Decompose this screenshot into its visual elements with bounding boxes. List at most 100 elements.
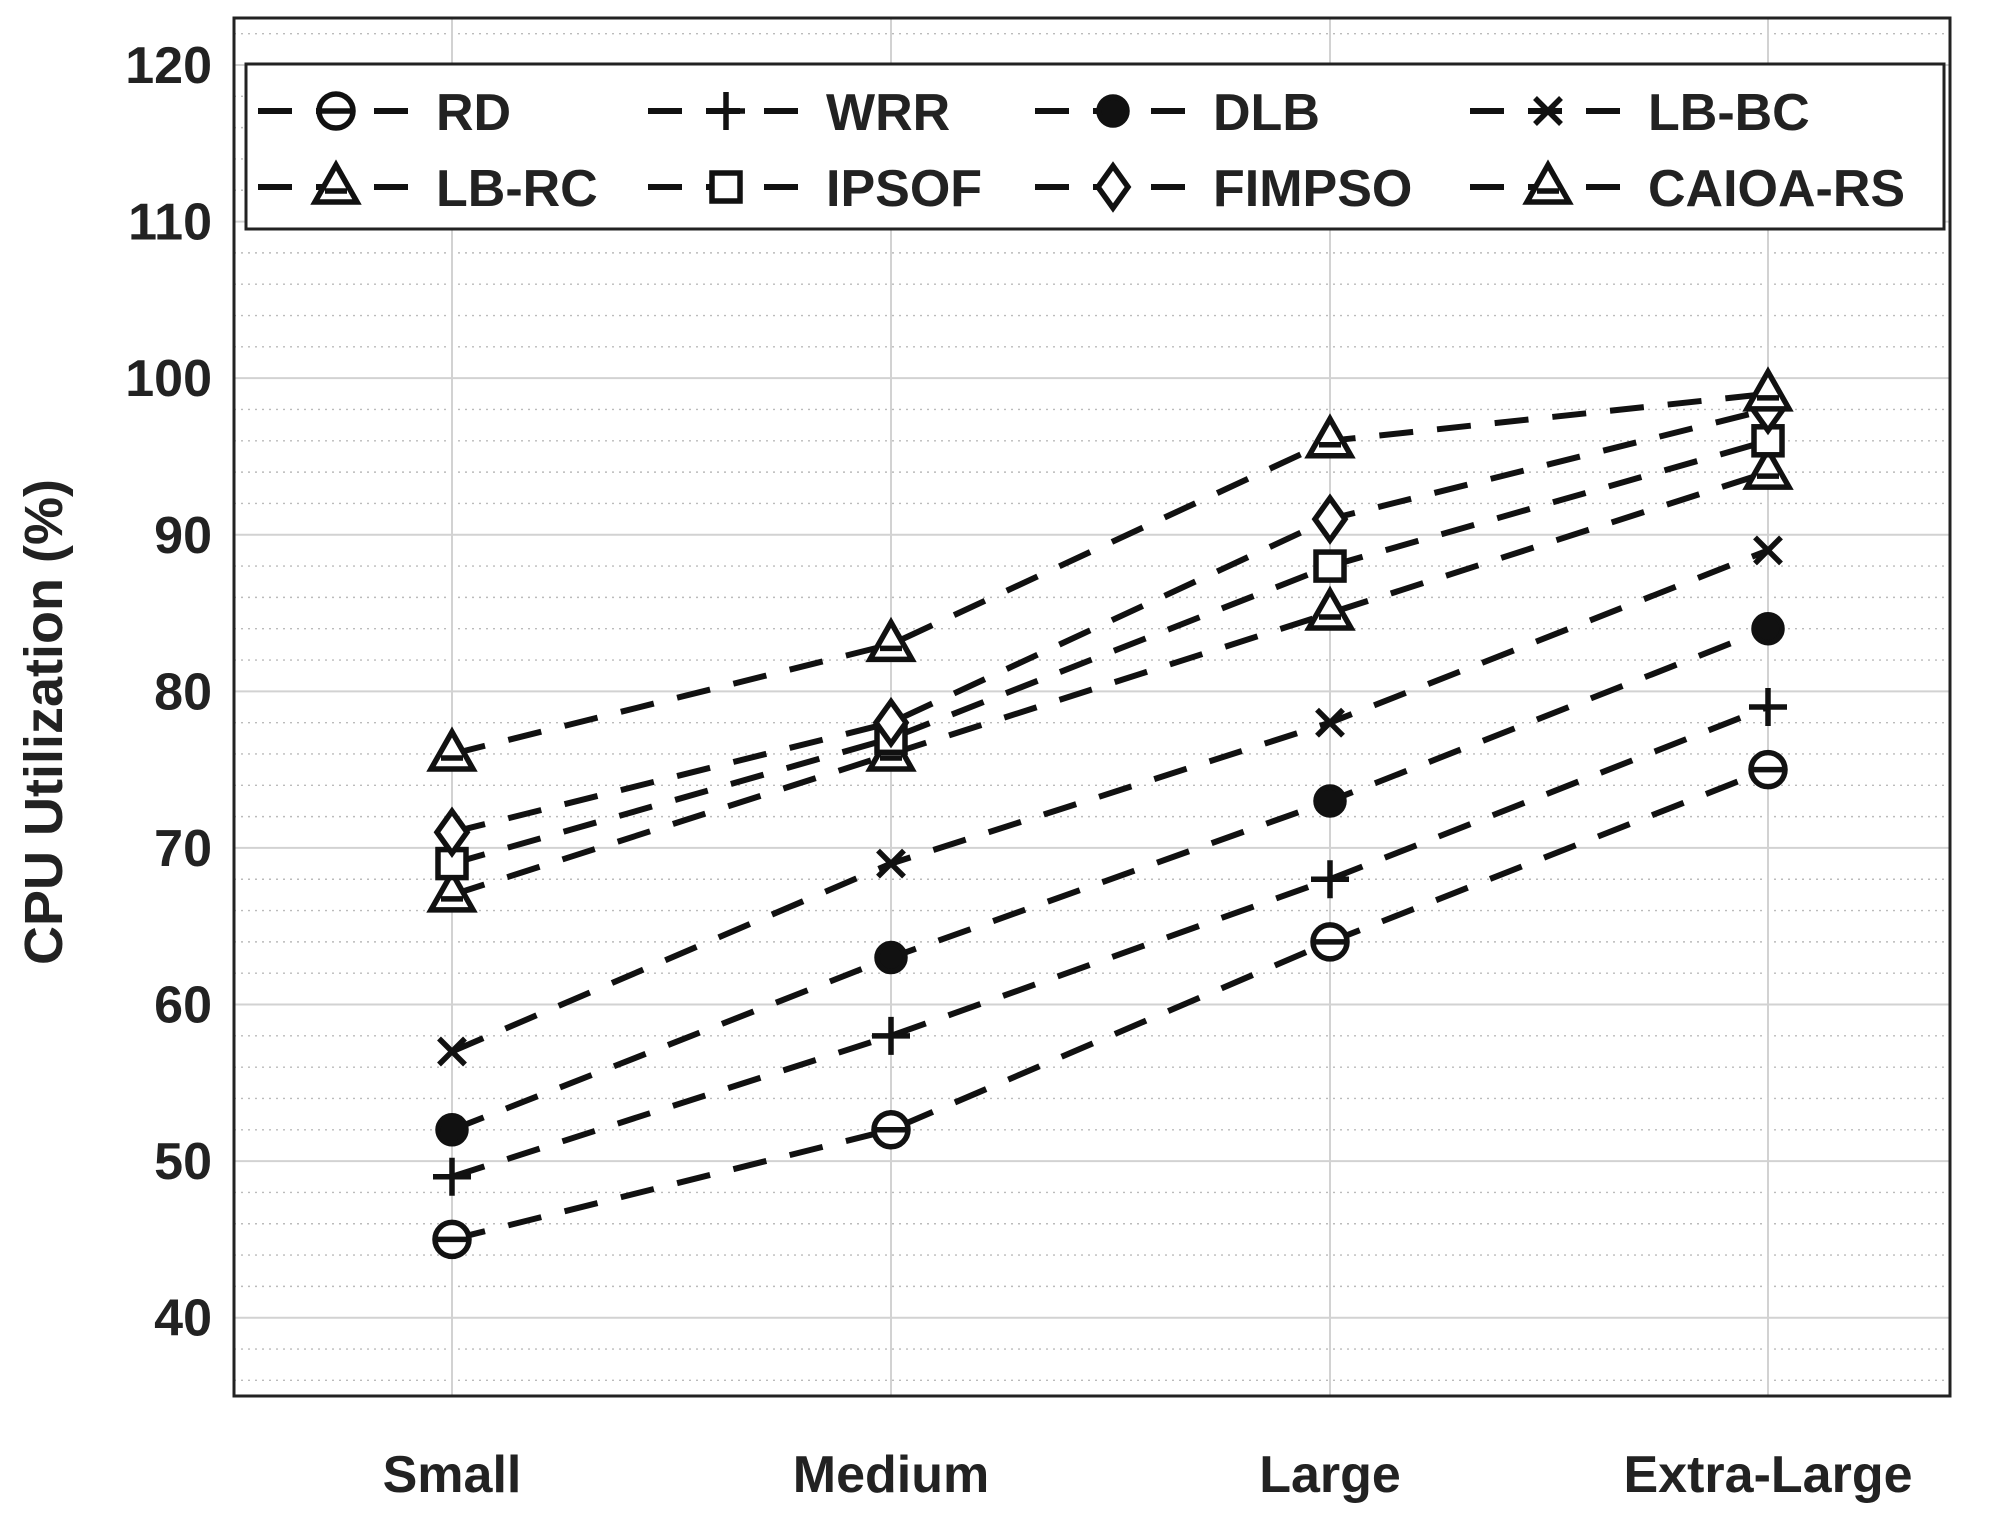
series-wrr	[433, 688, 1787, 1196]
y-tick-label: 110	[128, 194, 212, 252]
series-lb-bc	[437, 535, 1783, 1067]
y-tick-label: 40	[154, 1290, 212, 1348]
y-tick-label: 120	[125, 37, 212, 95]
data-point-caioa-rs	[426, 726, 478, 772]
data-point-rd	[1310, 922, 1350, 962]
plus-marker	[872, 1016, 910, 1055]
legend-item-rd: RD	[258, 84, 511, 142]
series-line-fimpso	[451, 406, 1769, 836]
x-marker	[1533, 96, 1563, 126]
data-point-ipsof	[1313, 549, 1347, 583]
legend-label: IPSOF	[826, 160, 982, 218]
x-tick-labels: Small Medium Large Extra-Large	[383, 1446, 1913, 1504]
filled-circle-marker	[1313, 784, 1347, 818]
legend-marker	[310, 159, 362, 205]
legend: RD WRR DLB LB-BC LB-RC IPSOF FIMPSO CAIOA-RS	[244, 62, 1946, 231]
legend-label: LB-BC	[1648, 84, 1810, 142]
data-point-caioa-rs	[865, 616, 917, 663]
diamond-marker	[1094, 161, 1132, 213]
series-line-lb-bc	[450, 547, 1770, 1055]
x-tick-label: Large	[1259, 1446, 1401, 1504]
y-tick-label: 50	[154, 1133, 212, 1191]
data-point-lb-bc	[1315, 707, 1345, 738]
legend-item-fimpso: FIMPSO	[1035, 160, 1412, 218]
series-dlb	[435, 611, 1785, 1147]
data-point-fimpso	[872, 696, 910, 749]
series-layer	[426, 366, 1794, 1260]
data-point-caioa-rs	[1304, 413, 1356, 459]
y-tick-label: 100	[125, 350, 212, 408]
filled-circle-marker	[435, 1113, 469, 1147]
legend-marker	[709, 170, 743, 204]
legend-marker	[1522, 159, 1574, 205]
data-point-lb-rc	[1742, 444, 1794, 490]
series-ipsof	[435, 424, 1785, 881]
series-rd	[432, 749, 1788, 1260]
filled-circle-marker	[1096, 94, 1130, 128]
data-point-wrr	[872, 1016, 910, 1055]
data-point-wrr	[1749, 688, 1787, 726]
legend-item-wrr: WRR	[648, 84, 950, 142]
series-line-caioa-rs	[451, 390, 1769, 757]
data-point-rd	[432, 1219, 472, 1260]
legend-marker	[1096, 94, 1130, 128]
data-point-rd	[871, 1110, 911, 1150]
diamond-marker	[1311, 493, 1349, 545]
data-point-lb-bc	[1753, 535, 1783, 566]
series-line-wrr	[451, 704, 1770, 1180]
data-point-caioa-rs	[1742, 366, 1794, 412]
legend-marker	[1533, 96, 1563, 126]
data-point-wrr	[433, 1157, 471, 1196]
legend-marker	[707, 92, 745, 130]
data-point-dlb	[1313, 784, 1347, 818]
data-point-dlb	[1751, 611, 1785, 646]
plus-marker	[1749, 688, 1787, 726]
data-point-dlb	[874, 940, 908, 975]
y-axis-label: CPU Utilization (%)	[14, 479, 74, 965]
data-point-rd	[1748, 749, 1788, 790]
legend-item-caioa-rs: CAIOA-RS	[1470, 159, 1905, 218]
data-point-lb-bc	[437, 1036, 467, 1067]
x-tick-label: Extra-Large	[1624, 1446, 1913, 1504]
legend-label: WRR	[826, 84, 950, 142]
x-marker	[1315, 707, 1345, 738]
legend-item-lb-bc: LB-BC	[1470, 84, 1810, 142]
data-point-fimpso	[1311, 493, 1349, 545]
legend-label: FIMPSO	[1213, 160, 1412, 218]
plus-marker	[1311, 860, 1349, 899]
square-marker	[1313, 549, 1347, 583]
legend-label: DLB	[1213, 84, 1320, 142]
plus-marker	[707, 92, 745, 130]
legend-box	[244, 62, 1946, 231]
legend-marker	[1094, 161, 1132, 213]
x-tick-label: Medium	[793, 1446, 989, 1504]
data-point-lb-rc	[1304, 585, 1356, 631]
diamond-marker	[872, 696, 910, 749]
filled-circle-marker	[874, 940, 908, 975]
x-marker	[437, 1036, 467, 1067]
legend-label: CAIOA-RS	[1648, 160, 1905, 218]
series-line-dlb	[450, 625, 1770, 1133]
x-tick-label: Small	[383, 1446, 522, 1504]
series-caioa-rs	[426, 366, 1794, 772]
legend-label: RD	[436, 84, 511, 142]
legend-item-dlb: DLB	[1035, 84, 1320, 142]
legend-marker	[316, 91, 356, 131]
series-line-ipsof	[451, 437, 1769, 867]
data-point-fimpso	[433, 806, 471, 859]
x-marker	[1753, 535, 1783, 566]
series-line-rd	[451, 766, 1770, 1243]
legend-item-ipsof: IPSOF	[648, 160, 982, 218]
x-marker	[876, 848, 906, 879]
data-point-wrr	[1311, 860, 1349, 899]
y-tick-label: 70	[154, 820, 212, 878]
square-marker	[709, 170, 743, 204]
data-point-dlb	[435, 1113, 469, 1147]
data-point-lb-rc	[426, 867, 478, 913]
legend-label: LB-RC	[436, 160, 598, 218]
triangle-marker	[865, 616, 917, 663]
y-tick-label: 60	[154, 977, 212, 1035]
plot-frame	[232, 16, 1952, 1398]
y-tick-labels: 40 50 60 70 80 90 100 110 120	[125, 37, 212, 1348]
